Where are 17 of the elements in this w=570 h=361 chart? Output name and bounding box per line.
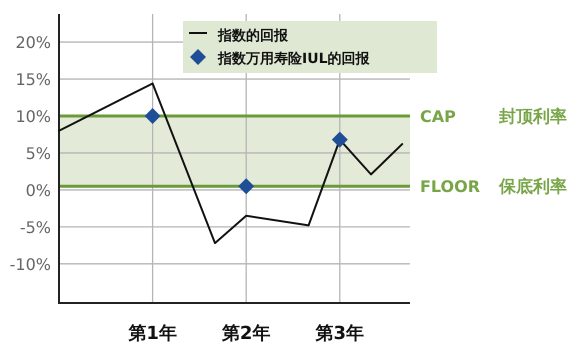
point: [238, 178, 254, 194]
y-tick-label: 5%: [26, 144, 51, 163]
legend-label: 指数万用寿险IUL的回报: [217, 51, 370, 67]
legend-label: 指数的回报: [217, 28, 289, 44]
y-tick-label: 15%: [15, 70, 51, 90]
x-tick-label: 第1年: [127, 323, 177, 344]
point: [144, 108, 161, 124]
x-tick-label: 第3年: [314, 323, 364, 344]
y-tick-label: 20%: [15, 33, 51, 52]
y-tick-label: -5%: [20, 218, 51, 237]
x-tick-label: 第2年: [220, 323, 270, 344]
y-tick-label: -10%: [10, 254, 51, 274]
y-tick-label: 0%: [26, 180, 51, 200]
y-tick-label: 10%: [15, 107, 51, 126]
ref-line-label: FLOOR 保底利率: [420, 177, 567, 198]
point: [332, 132, 348, 148]
text: CAP 封顶利率: [420, 107, 567, 127]
